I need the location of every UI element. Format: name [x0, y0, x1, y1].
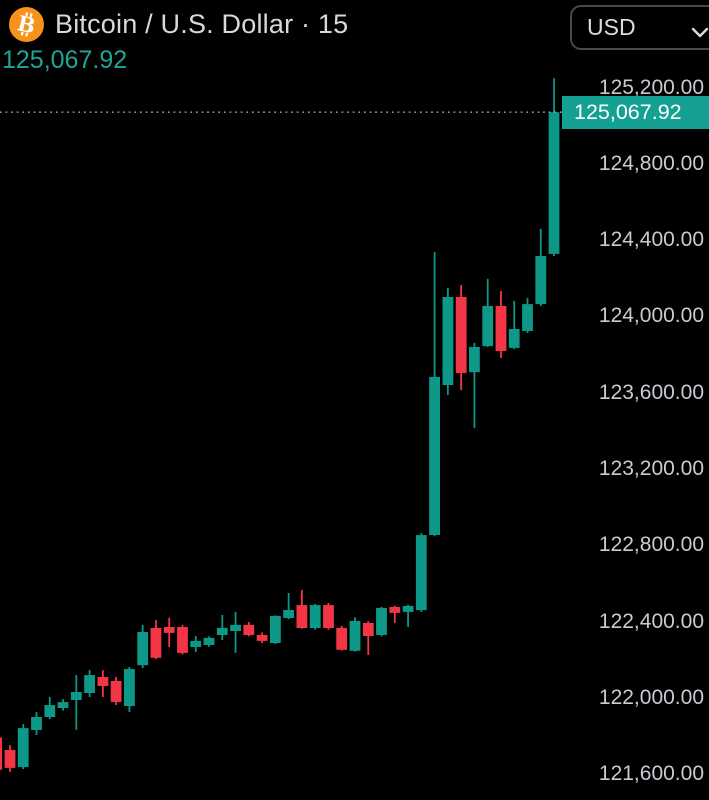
candle	[508, 301, 520, 350]
last-price-value: 125,067.92	[574, 99, 682, 124]
chevron-down-icon	[691, 25, 709, 43]
candle	[31, 712, 42, 735]
price-tick-label: 123,200.00	[598, 457, 704, 480]
candle	[256, 632, 268, 643]
candle	[203, 636, 215, 647]
candle	[137, 624, 149, 668]
candle	[230, 611, 241, 653]
candle	[270, 615, 281, 644]
price-tick-label: 124,000.00	[598, 304, 704, 328]
candle	[376, 606, 387, 637]
price-axis[interactable]: 125,200.00 124,800.00 124,400.00 124,000.00…	[562, 0, 709, 800]
candle	[535, 228, 547, 306]
candle	[495, 290, 507, 358]
candle	[522, 297, 533, 333]
price-tick-label: 124,400.00	[598, 228, 704, 252]
candle	[429, 252, 440, 537]
price-tick-label: 122,400.00	[598, 609, 704, 633]
header-last-price: 125,067.92	[2, 46, 128, 74]
candle	[349, 617, 361, 652]
symbol-title[interactable]: Bitcoin / U.S. Dollar · 15	[55, 9, 349, 39]
currency-selector-label: USD	[587, 14, 636, 40]
last-price-tag: 125,067.92	[562, 95, 709, 129]
bitcoin-icon: B	[9, 7, 44, 42]
svg-text:B: B	[15, 10, 38, 38]
candlestick-series	[0, 78, 560, 772]
candle	[336, 625, 348, 651]
price-tick-label: 121,600.00	[598, 762, 704, 786]
candle	[17, 724, 29, 770]
price-tick-label: 122,000.00	[598, 685, 704, 709]
price-tick-label: 124,800.00	[598, 151, 704, 175]
candle	[70, 675, 82, 730]
candle	[402, 604, 414, 627]
candle	[482, 278, 494, 347]
candle	[442, 288, 454, 395]
candle	[44, 697, 56, 720]
currency-selector[interactable]: USD	[570, 5, 709, 50]
candle	[124, 667, 135, 713]
candle	[0, 737, 3, 770]
candle	[4, 745, 16, 772]
candle	[163, 617, 175, 647]
symbol-header: B Bitcoin / U.S. Dollar · 15	[9, 7, 348, 42]
price-tick-label: 122,800.00	[598, 533, 704, 557]
candle	[97, 670, 109, 697]
candle	[243, 622, 255, 637]
candle	[150, 619, 162, 660]
candle	[84, 670, 95, 697]
candle	[110, 677, 122, 705]
candle	[283, 593, 294, 620]
candle	[389, 605, 401, 623]
candle	[455, 285, 467, 391]
candle	[362, 621, 374, 655]
candle	[57, 699, 69, 711]
price-tick-label: 125,200.00	[598, 75, 704, 99]
price-tick-label: 123,600.00	[598, 380, 704, 404]
candle	[415, 533, 427, 612]
candle	[296, 590, 308, 629]
candle	[323, 603, 334, 630]
candle	[309, 603, 321, 630]
candle	[216, 615, 228, 640]
candle	[469, 343, 480, 429]
candle	[190, 636, 202, 652]
candle	[548, 78, 560, 256]
candle	[177, 624, 188, 655]
